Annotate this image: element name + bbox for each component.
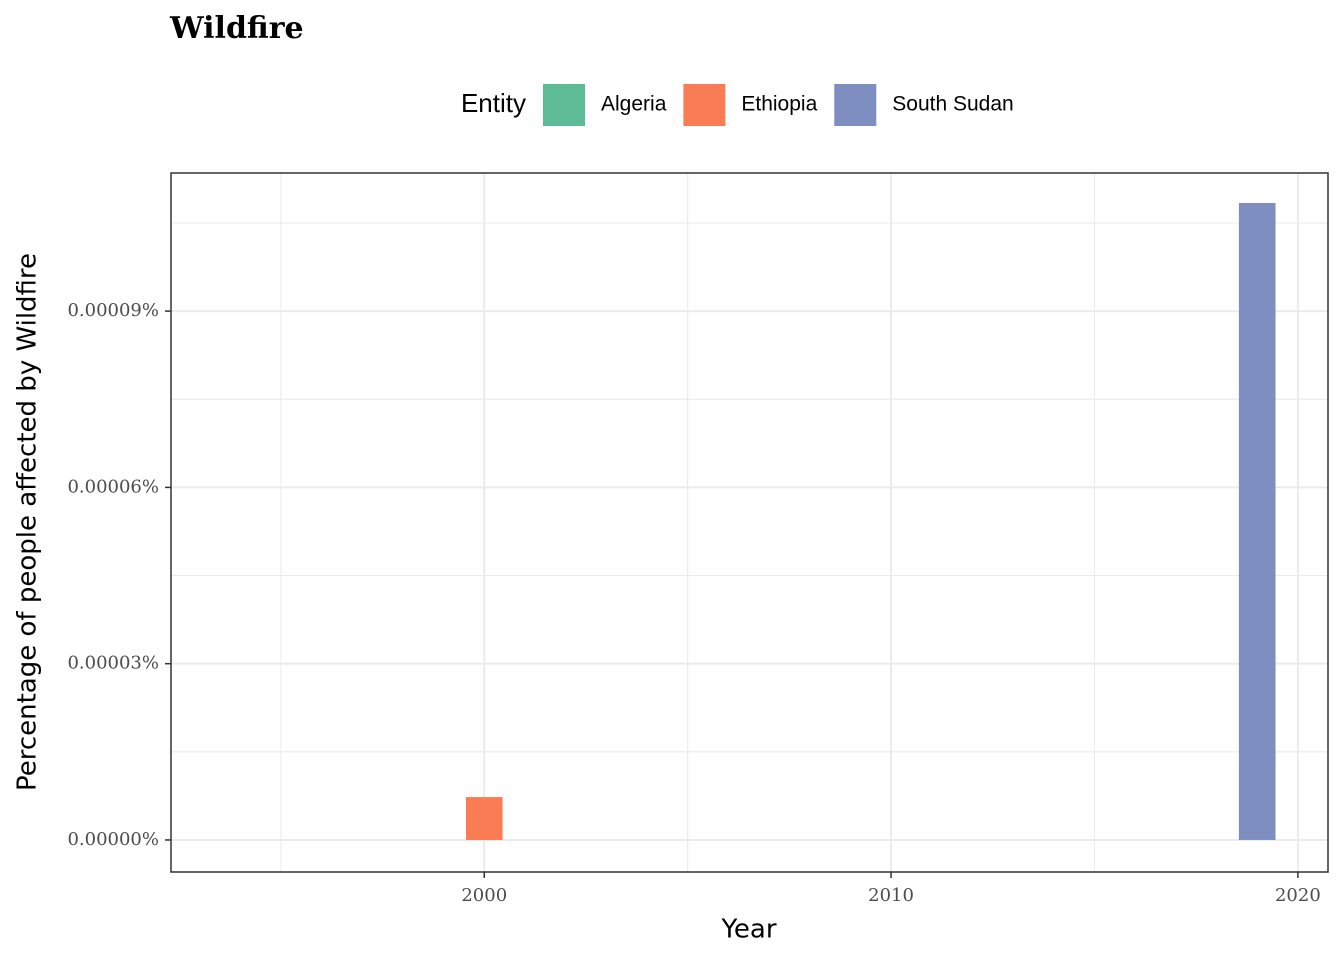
legend-title: Entity <box>461 88 526 118</box>
bar <box>1238 202 1276 840</box>
x-tick-label: 2020 <box>1275 885 1321 906</box>
y-tick-label: 0.00000% <box>67 829 159 850</box>
bar <box>465 797 503 840</box>
y-tick-label: 0.00006% <box>67 476 159 497</box>
x-tick-label: 2000 <box>461 885 507 906</box>
legend-swatch <box>683 84 726 126</box>
y-axis-title: Percentage of people affected by Wildfir… <box>13 253 43 791</box>
legend-swatch <box>543 84 585 126</box>
legend-swatch <box>834 84 877 126</box>
x-tick-label: 2010 <box>868 885 914 906</box>
legend-label: Ethiopia <box>741 93 817 116</box>
legend-label: South Sudan <box>892 93 1013 116</box>
chart-title: Wildfire <box>169 11 304 46</box>
y-tick-label: 0.00003% <box>67 653 159 674</box>
legend-label: Algeria <box>601 93 667 116</box>
plot-border <box>170 172 1329 873</box>
x-axis-title: Year <box>720 915 776 945</box>
y-tick-label: 0.00009% <box>67 300 159 321</box>
